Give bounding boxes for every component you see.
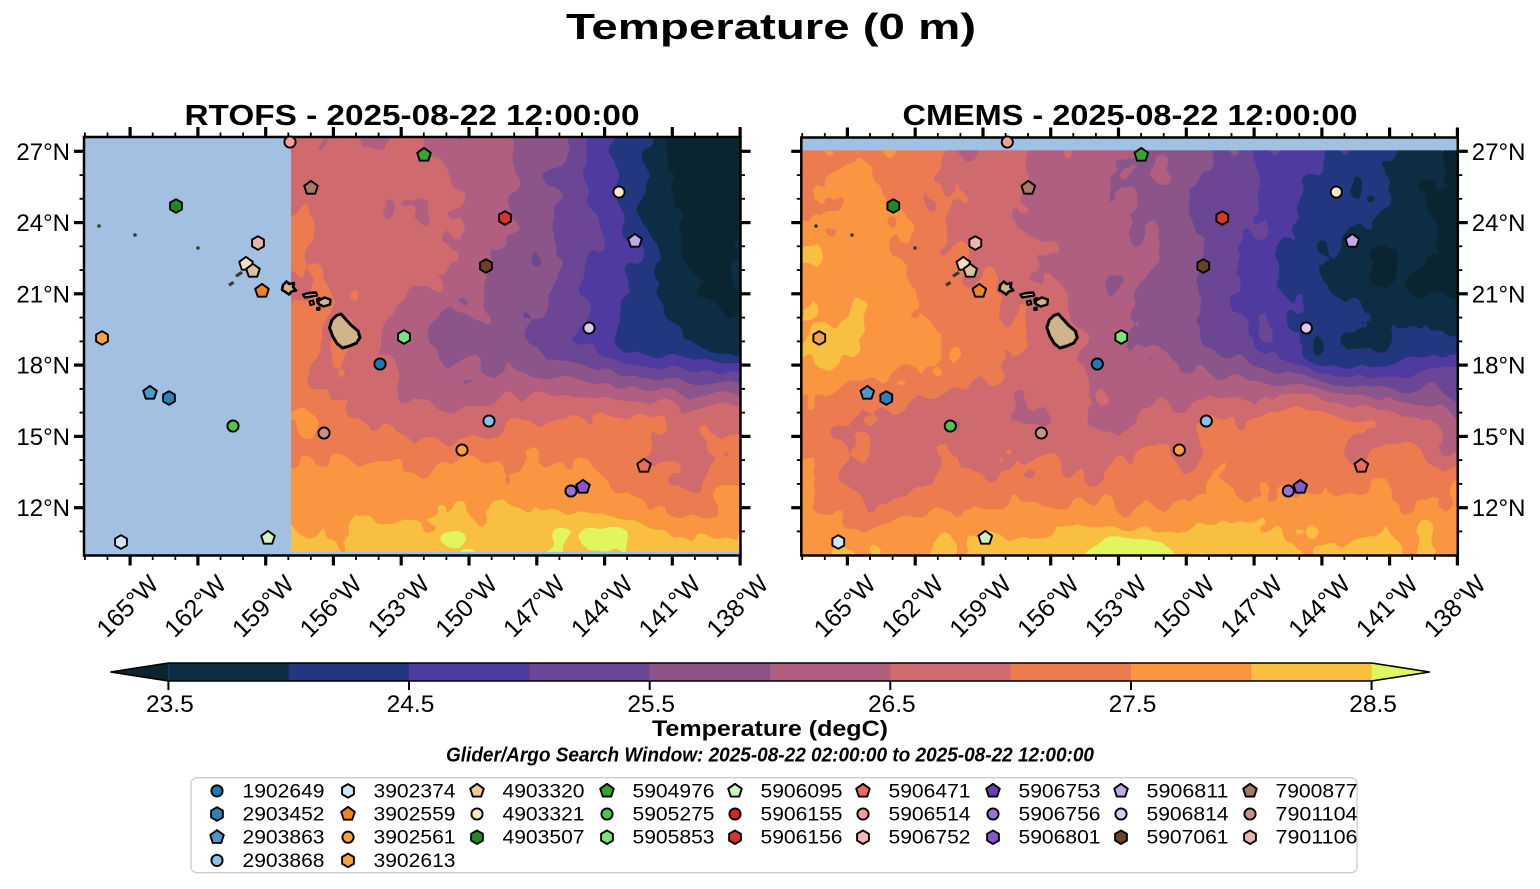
svg-text:5905275: 5905275 [633, 804, 715, 826]
svg-text:3902613: 3902613 [374, 850, 456, 872]
svg-text:Temperature (degC): Temperature (degC) [652, 716, 888, 741]
svg-text:12°N: 12°N [16, 495, 70, 522]
svg-text:24.5: 24.5 [387, 691, 435, 718]
svg-text:5906095: 5906095 [761, 780, 843, 802]
svg-text:RTOFS - 2025-08-22 12:00:00: RTOFS - 2025-08-22 12:00:00 [185, 100, 640, 132]
svg-text:12°N: 12°N [1472, 495, 1526, 522]
svg-text:18°N: 18°N [1472, 353, 1526, 380]
svg-text:4903321: 4903321 [503, 804, 585, 826]
svg-text:Temperature (0 m): Temperature (0 m) [566, 6, 976, 47]
svg-text:18°N: 18°N [16, 353, 70, 380]
svg-text:CMEMS - 2025-08-22 12:00:00: CMEMS - 2025-08-22 12:00:00 [903, 100, 1358, 132]
svg-text:21°N: 21°N [1472, 281, 1526, 308]
svg-text:5906801: 5906801 [1019, 827, 1101, 849]
svg-text:5904976: 5904976 [633, 780, 715, 802]
svg-text:5907061: 5907061 [1147, 827, 1229, 849]
svg-text:27°N: 27°N [16, 139, 70, 166]
svg-text:4903320: 4903320 [503, 780, 585, 802]
svg-text:21°N: 21°N [16, 281, 70, 308]
svg-text:2903868: 2903868 [243, 850, 325, 872]
svg-text:25.5: 25.5 [627, 691, 675, 718]
svg-text:2903863: 2903863 [243, 827, 325, 849]
svg-text:5906155: 5906155 [761, 804, 843, 826]
svg-text:15°N: 15°N [16, 424, 70, 451]
svg-text:24°N: 24°N [1472, 210, 1526, 237]
svg-text:5906471: 5906471 [889, 780, 971, 802]
svg-text:7901104: 7901104 [1276, 804, 1358, 826]
svg-text:5906814: 5906814 [1147, 804, 1229, 826]
svg-text:23.5: 23.5 [146, 691, 194, 718]
svg-text:2903452: 2903452 [243, 804, 325, 826]
svg-text:28.5: 28.5 [1349, 691, 1397, 718]
svg-text:4903507: 4903507 [503, 827, 585, 849]
svg-text:5906752: 5906752 [889, 827, 971, 849]
svg-text:27.5: 27.5 [1109, 691, 1157, 718]
svg-text:5906753: 5906753 [1019, 780, 1101, 802]
svg-text:27°N: 27°N [1472, 139, 1526, 166]
svg-text:7900877: 7900877 [1276, 780, 1358, 802]
svg-text:7901106: 7901106 [1276, 827, 1358, 849]
svg-text:3902374: 3902374 [374, 780, 456, 802]
svg-text:5906156: 5906156 [761, 827, 843, 849]
svg-text:5905853: 5905853 [633, 827, 715, 849]
svg-text:15°N: 15°N [1472, 424, 1526, 451]
svg-text:3902559: 3902559 [374, 804, 456, 826]
svg-text:5906514: 5906514 [889, 804, 971, 826]
svg-text:5906756: 5906756 [1019, 804, 1101, 826]
svg-text:Glider/Argo Search Window: 202: Glider/Argo Search Window: 2025-08-22 02… [446, 745, 1094, 767]
svg-text:3902561: 3902561 [374, 827, 456, 849]
svg-text:26.5: 26.5 [868, 691, 916, 718]
svg-text:1902649: 1902649 [243, 780, 325, 802]
svg-text:24°N: 24°N [16, 210, 70, 237]
svg-text:5906811: 5906811 [1147, 780, 1229, 802]
